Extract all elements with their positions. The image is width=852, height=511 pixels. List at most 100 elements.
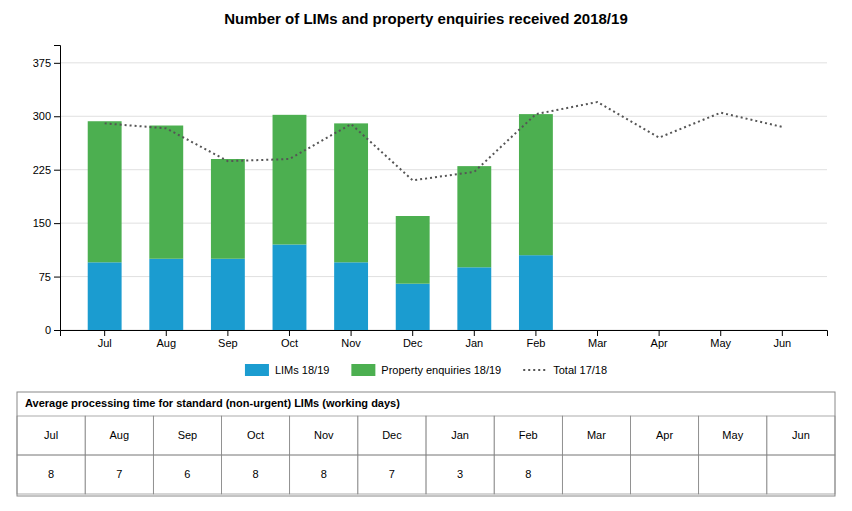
y-tick-mark (54, 63, 60, 64)
table-header: Dec (382, 429, 402, 441)
table-cell (426, 416, 494, 455)
table-cell (222, 416, 290, 455)
x-tick-label: Jun (773, 337, 791, 349)
table-header: Sep (178, 429, 198, 441)
x-axis: JulAugSepOctNovDecJanFebMarAprMayJun (61, 330, 828, 349)
table-cell (699, 416, 767, 455)
grid-line (60, 62, 827, 63)
table-header: Nov (314, 429, 334, 441)
chart-title: Number of LIMs and property enquiries re… (224, 10, 627, 27)
y-tick-mark (54, 277, 60, 278)
table-cell (290, 455, 358, 494)
table-cell (358, 416, 426, 455)
legend-item: LIMs 18/19 (245, 364, 329, 376)
table-cell (562, 416, 630, 455)
table-header: Jun (792, 429, 810, 441)
table-cell (222, 455, 290, 494)
legend-item: Property enquiries 18/19 (351, 364, 501, 376)
table-value: 6 (184, 468, 190, 480)
marks (88, 102, 783, 330)
x-tick-label: Aug (156, 337, 176, 349)
table-cell (153, 416, 221, 455)
x-tick-mark (659, 330, 660, 336)
x-tick-mark (104, 330, 105, 336)
x-tick: Oct (281, 330, 298, 349)
bar (334, 123, 368, 262)
legend-label: Total 17/18 (553, 364, 607, 376)
y-tick-label: 0 (45, 324, 51, 336)
y-axis-line (54, 46, 61, 331)
x-tick-mark (597, 330, 598, 336)
x-tick-label: Sep (218, 337, 238, 349)
y-tick-mark (54, 116, 60, 117)
x-tick-mark (474, 330, 475, 336)
bar (88, 262, 122, 330)
x-tick-mark (166, 330, 167, 336)
table-cell (767, 416, 835, 455)
x-tick-label: Oct (281, 337, 298, 349)
bar (334, 262, 368, 330)
legend-label: LIMs 18/19 (275, 364, 329, 376)
table: Average processing time for standard (no… (17, 392, 835, 496)
x-tick-mark (227, 330, 228, 336)
x-tick-label: Feb (526, 337, 545, 349)
table-cell (426, 455, 494, 494)
line (105, 102, 783, 180)
table-header: Oct (247, 429, 264, 441)
bar (273, 115, 307, 245)
bar (273, 245, 307, 331)
x-tick-label: Nov (341, 337, 361, 349)
x-tick-mark (351, 330, 352, 336)
x-tick-mark (412, 330, 413, 336)
table-cell (85, 416, 153, 455)
x-tick: Nov (341, 330, 361, 349)
bar (149, 259, 183, 330)
y-tick-label: 75 (39, 271, 51, 283)
x-tick: Jul (98, 330, 112, 349)
bar (88, 121, 122, 262)
legend-swatch (523, 369, 547, 371)
legend-swatch (351, 364, 375, 376)
x-tick-mark (782, 330, 783, 336)
x-tick-mark (720, 330, 721, 336)
table-value: 7 (389, 468, 395, 480)
legend-item: Total 17/18 (523, 364, 607, 376)
table-cell (631, 455, 699, 494)
x-tick-label: Mar (588, 337, 607, 349)
table-cell (631, 416, 699, 455)
table-header: Jul (44, 429, 58, 441)
table-value: 8 (321, 468, 327, 480)
y-tick-mark (54, 330, 60, 331)
x-tick-mark (535, 330, 536, 336)
bar (457, 166, 491, 267)
bar (457, 267, 491, 330)
y-tick: 0 (45, 324, 60, 336)
bar (211, 159, 245, 259)
bar (211, 259, 245, 330)
table-cell (494, 455, 562, 494)
table-header: Jan (451, 429, 469, 441)
table-value: 8 (253, 468, 259, 480)
x-tick: Sep (218, 330, 238, 349)
x-tick-mark (289, 330, 290, 336)
table-value: 7 (116, 468, 122, 480)
bar (519, 114, 553, 255)
x-tick-label: May (710, 337, 731, 349)
table-cell (494, 416, 562, 455)
y-tick: 225 (33, 164, 60, 176)
x-tick: Dec (403, 330, 423, 349)
x-tick-label: Dec (403, 337, 423, 349)
bar (396, 216, 430, 284)
x-tick-label: Jul (98, 337, 112, 349)
y-tick-label: 150 (33, 217, 51, 229)
x-tick: Apr (651, 330, 668, 349)
table-header: Aug (109, 429, 129, 441)
y-tick: 375 (33, 57, 60, 69)
legend-swatch (245, 364, 269, 376)
y-axis: 075150225300375 (33, 46, 61, 337)
x-axis-line (61, 331, 828, 337)
grid (60, 63, 827, 330)
table-value: 8 (525, 468, 531, 480)
x-tick: Aug (156, 330, 176, 349)
x-tick-label: Apr (651, 337, 668, 349)
